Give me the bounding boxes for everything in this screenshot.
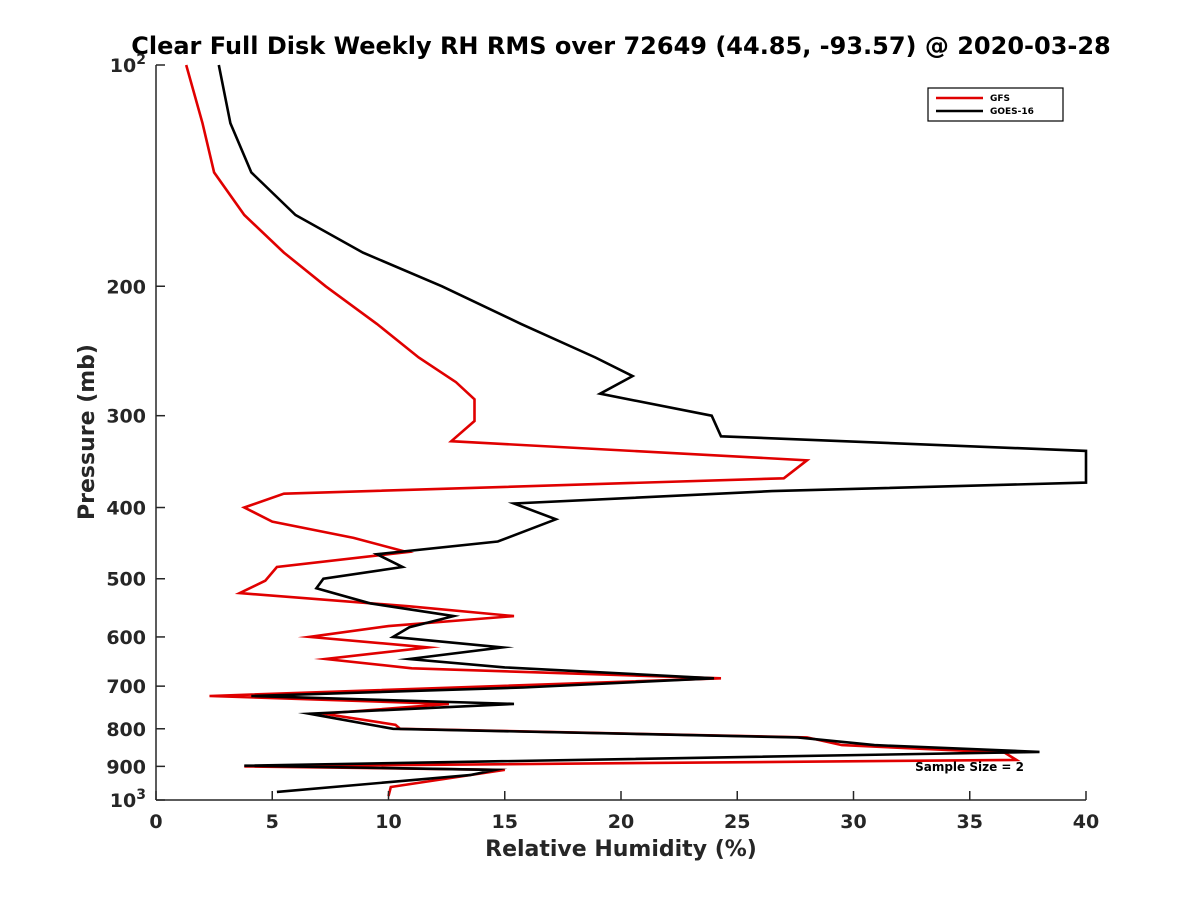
x-tick-label: 15	[492, 811, 518, 833]
y-tick-label: 600	[106, 627, 146, 649]
y-tick-label: 103	[110, 787, 146, 812]
y-tick-label: 900	[106, 756, 146, 778]
chart-title: Clear Full Disk Weekly RH RMS over 72649…	[131, 32, 1111, 60]
x-tick-label: 20	[608, 811, 634, 833]
x-tick-label: 5	[266, 811, 279, 833]
y-tick-label: 200	[106, 276, 146, 298]
x-tick-label: 10	[375, 811, 401, 833]
legend-label-goes16: GOES-16	[990, 107, 1034, 117]
legend-box	[927, 87, 1064, 122]
legend: GFS GOES-16	[927, 87, 1064, 122]
sample-size-annotation: Sample Size = 2	[915, 760, 1024, 774]
x-axis-label: Relative Humidity (%)	[485, 837, 757, 862]
y-tick-label: 700	[106, 676, 146, 698]
y-tick-label: 300	[106, 406, 146, 428]
plot-area: 0 5 10 15 20 25 30 35 40 102 200 300 400 500 600 700 800…	[106, 52, 1099, 833]
series-line-goes16	[217, 64, 1088, 794]
y-axis-label: Pressure (mb)	[75, 344, 100, 520]
x-tick-label: 0	[149, 811, 162, 833]
y-tick-label: 500	[106, 569, 146, 591]
x-tick-label: 30	[840, 811, 866, 833]
y-tick-label: 400	[106, 498, 146, 520]
y-tick-label: 800	[106, 719, 146, 741]
x-tick-label: 25	[724, 811, 750, 833]
legend-label-gfs: GFS	[990, 94, 1010, 104]
y-tick-label: 102	[110, 52, 146, 77]
x-tick-label: 40	[1073, 811, 1099, 833]
x-tick-label: 35	[957, 811, 983, 833]
